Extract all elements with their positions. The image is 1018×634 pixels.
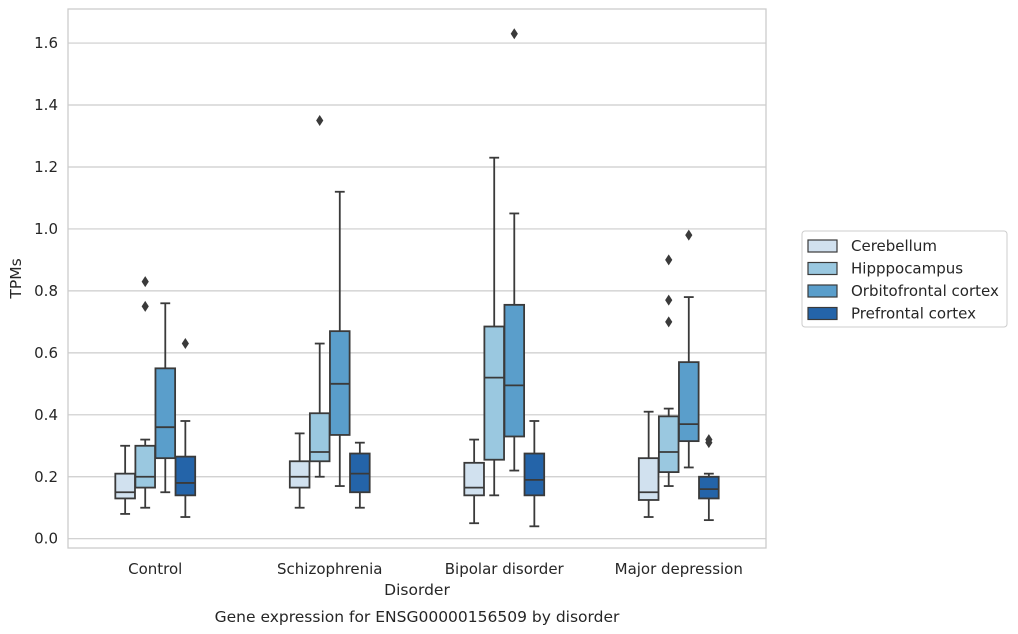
box-prefrontal-cortex — [349, 441, 371, 509]
legend-frame — [801, 230, 1008, 328]
box-orbitofrontal-cortex — [329, 190, 351, 487]
outlier-point — [665, 316, 673, 328]
box-iqr — [134, 444, 156, 489]
box-cerebellum — [463, 438, 485, 525]
y-tick-label: 1.2 — [34, 158, 58, 176]
outlier-point — [665, 294, 673, 306]
box-hipppocampus — [483, 156, 505, 497]
box-cerebellum — [114, 444, 136, 515]
box-orbitofrontal-cortex — [678, 229, 700, 469]
legend: Cerebellum Hipppocampus Orbitofrontal cort… — [801, 230, 1008, 328]
outlier-point — [316, 115, 324, 127]
legend-label: Orbitofrontal cortex — [851, 282, 999, 300]
box-hipppocampus — [134, 276, 156, 509]
legend-swatch — [807, 306, 838, 321]
box-iqr — [503, 303, 526, 438]
box-prefrontal-cortex — [698, 434, 720, 522]
x-tick-label: Major depression — [615, 560, 743, 578]
y-tick-label: 1.4 — [34, 96, 58, 114]
outlier-point — [665, 254, 673, 266]
y-axis-title: TPMs — [7, 258, 25, 299]
box-iqr — [657, 415, 680, 474]
y-axis-ticks: 0.0 0.2 0.4 0.6 0.8 1.0 1.2 1.4 1.6 — [34, 34, 58, 548]
y-tick-label: 0.6 — [34, 344, 58, 362]
x-axis-ticks: Control Schizophrenia Bipolar disorder Majo… — [128, 560, 743, 578]
x-tick-label: Schizophrenia — [277, 560, 382, 578]
outlier-point — [181, 338, 189, 350]
outlier-point — [685, 229, 693, 241]
y-tick-label: 1.6 — [34, 34, 58, 52]
x-axis-title: Disorder — [384, 581, 450, 599]
outlier-point — [141, 300, 149, 312]
y-tick-label: 0.2 — [34, 468, 58, 486]
y-tick-label: 0.4 — [34, 406, 58, 424]
box-cerebellum — [288, 432, 311, 509]
legend-label: Hipppocampus — [851, 260, 963, 278]
box-iqr — [308, 412, 331, 463]
box-iqr — [288, 460, 311, 489]
box-iqr — [523, 452, 546, 497]
x-tick-label: Bipolar disorder — [445, 560, 565, 578]
box-iqr — [483, 325, 505, 461]
box-hipppocampus — [308, 115, 331, 478]
box-prefrontal-cortex — [523, 420, 546, 528]
box-iqr — [154, 367, 177, 460]
legend-label: Prefrontal cortex — [851, 305, 976, 323]
legend-label: Cerebellum — [851, 237, 937, 255]
chart-title: Gene expression for ENSG00000156509 by d… — [215, 608, 620, 626]
box-iqr — [637, 457, 660, 501]
box-cerebellum — [637, 410, 660, 518]
box-hipppocampus — [657, 254, 680, 487]
boxes — [114, 28, 720, 528]
box-orbitofrontal-cortex — [503, 28, 526, 472]
legend-swatch — [807, 284, 838, 298]
box-iqr — [463, 461, 485, 497]
y-tick-label: 0.8 — [34, 282, 58, 300]
outlier-point — [705, 434, 713, 446]
legend-swatch — [807, 239, 838, 253]
outlier-point — [510, 28, 518, 40]
box-prefrontal-cortex — [174, 338, 197, 518]
y-tick-label: 1.0 — [34, 220, 58, 238]
box-iqr — [698, 475, 720, 500]
plot-area-frame — [67, 8, 767, 549]
box-orbitofrontal-cortex — [154, 302, 177, 494]
x-tick-label: Control — [128, 560, 182, 578]
y-tick-label: 0.0 — [34, 530, 58, 548]
outlier-point — [141, 276, 149, 288]
box-iqr — [678, 361, 700, 443]
legend-swatch — [807, 261, 838, 276]
box-iqr — [114, 472, 136, 500]
box-iqr — [174, 455, 197, 497]
